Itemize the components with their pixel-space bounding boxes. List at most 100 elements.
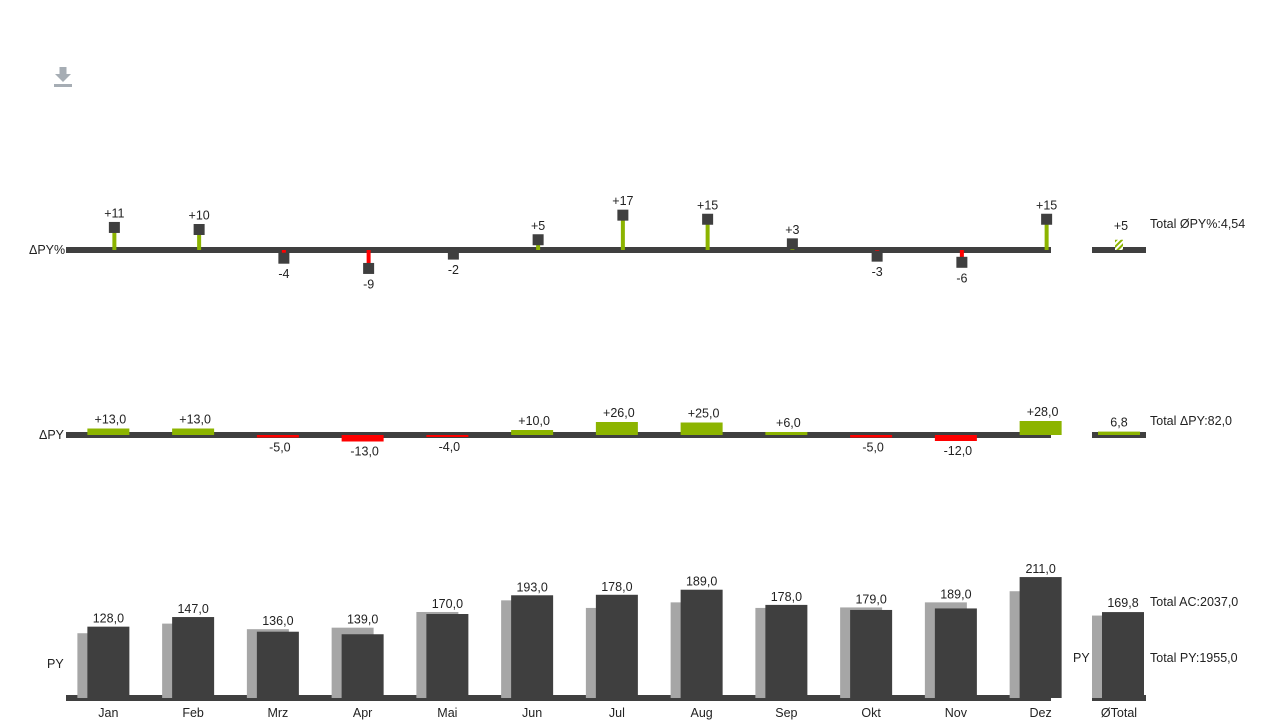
delta-abs-label-feb: +13,0 — [179, 413, 211, 427]
delta-pct-marker-feb — [193, 224, 205, 235]
ac-bar-sep — [765, 604, 808, 698]
delta-pct-label-jun: +5 — [531, 219, 545, 233]
delta-pct-label-aug: +15 — [697, 198, 718, 212]
ac-label-sep: 178,0 — [771, 590, 802, 604]
delta-abs-label-nov: -12,0 — [944, 444, 973, 458]
delta-pct-axis — [66, 247, 1051, 253]
category-label-feb: Feb — [182, 706, 204, 720]
delta-pct-marker-aug — [702, 213, 714, 225]
delta-pct-pin-dez — [1044, 219, 1049, 250]
ac-bar-jun — [511, 595, 554, 698]
ac-label-mrz: 136,0 — [262, 614, 293, 628]
category-label-mai: Mai — [437, 706, 457, 720]
delta-abs-bar-nov — [934, 435, 977, 441]
delta-pct-marker-nov — [956, 256, 968, 268]
category-label-nov: Nov — [945, 706, 968, 720]
ac-label-okt: 179,0 — [855, 592, 886, 606]
delta-pct-label-jan: +11 — [104, 206, 124, 220]
ac-label-apr: 139,0 — [347, 613, 378, 627]
row-label-delta-pct: ΔPY% — [29, 243, 66, 257]
delta-abs-bar-apr — [341, 435, 384, 442]
delta-abs-label-aug: +25,0 — [688, 407, 720, 421]
delta-pct-pin-jan — [112, 227, 117, 250]
delta-abs-label-okt: -5,0 — [862, 441, 884, 455]
delta-abs-label-mrz: -5,0 — [269, 441, 291, 455]
total-ac-label: Total AC:2037,0 — [1150, 595, 1239, 609]
ac-label-jul: 178,0 — [601, 580, 632, 594]
delta-pct-total-pin — [1115, 239, 1123, 250]
total-py-label: Total PY:1955,0 — [1150, 651, 1238, 665]
delta-pct-pin-jul — [620, 215, 625, 250]
ac-bar-feb — [172, 617, 215, 698]
delta-abs-bar-jan — [87, 428, 130, 435]
delta-pct-pin-feb — [197, 229, 202, 250]
delta-abs-label-jul: +26,0 — [603, 406, 635, 420]
category-label-total: ØTotal — [1101, 706, 1137, 720]
ac-label-jun: 193,0 — [516, 580, 547, 594]
delta-pct-label-okt: -3 — [872, 265, 883, 279]
ac-bar-jul — [595, 594, 638, 698]
delta-abs-bar-okt — [850, 435, 893, 438]
category-label-apr: Apr — [353, 706, 372, 720]
ac-label-jan: 128,0 — [93, 612, 124, 626]
ac-bar-aug — [680, 589, 723, 698]
delta-pct-total-label: +5 — [1114, 219, 1128, 233]
total-py-marker-label: PY — [1073, 651, 1090, 665]
category-label-sep: Sep — [775, 706, 797, 720]
delta-pct-label-feb: +10 — [189, 209, 210, 223]
delta-abs-bar-jun — [511, 430, 554, 435]
delta-pct-pin-nov — [959, 250, 964, 263]
delta-pct-pin-apr — [366, 250, 371, 269]
ac-label-nov: 189,0 — [940, 587, 971, 601]
delta-pct-marker-mrz — [278, 252, 290, 264]
delta-abs-label-apr: -13,0 — [350, 445, 379, 459]
delta-abs-total-label: 6,8 — [1110, 416, 1127, 430]
delta-abs-label-sep: +6,0 — [776, 416, 801, 430]
delta-abs-bar-aug — [680, 422, 723, 435]
delta-pct-label-jul: +17 — [612, 194, 633, 208]
category-label-jun: Jun — [522, 706, 542, 720]
ac-bar-mai — [426, 614, 469, 698]
ac-bar-dez — [1019, 577, 1062, 698]
category-label-okt: Okt — [861, 706, 881, 720]
delta-abs-bar-jul — [595, 422, 638, 435]
total-delta-pct-label: Total ØPY%:4,54 — [1150, 217, 1246, 231]
category-label-jul: Jul — [609, 706, 625, 720]
delta-pct-label-sep: +3 — [785, 223, 799, 237]
delta-pct-label-mai: -2 — [448, 263, 459, 277]
delta-abs-label-mai: -4,0 — [439, 440, 461, 454]
ac-label-mai: 170,0 — [432, 597, 463, 611]
ac-label-feb: 147,0 — [177, 602, 208, 616]
category-label-jan: Jan — [98, 706, 118, 720]
delta-pct-marker-dez — [1041, 213, 1053, 225]
category-label-dez: Dez — [1030, 706, 1052, 720]
delta-abs-bar-feb — [172, 428, 215, 435]
delta-pct-label-nov: -6 — [956, 271, 967, 285]
delta-pct-label-dez: +15 — [1036, 198, 1057, 212]
ac-bar-apr — [341, 634, 384, 698]
ac-label-aug: 189,0 — [686, 575, 717, 589]
delta-abs-label-jan: +13,0 — [95, 413, 127, 427]
ac-label-dez: 211,0 — [1025, 562, 1055, 576]
delta-pct-marker-okt — [871, 250, 883, 262]
delta-abs-bar-dez — [1019, 421, 1062, 435]
total-delta-abs-label: Total ΔPY:82,0 — [1150, 414, 1233, 428]
delta-pct-marker-sep — [786, 238, 798, 250]
row-label-delta-abs: ΔPY — [39, 428, 65, 442]
delta-pct-label-mrz: -4 — [278, 267, 289, 281]
ac-total-label: 169,8 — [1107, 596, 1138, 610]
delta-abs-label-jun: +10,0 — [518, 414, 550, 428]
delta-abs-axis — [66, 432, 1051, 438]
delta-pct-marker-apr — [363, 262, 375, 274]
delta-pct-marker-mai — [447, 248, 459, 260]
row-label-py: PY — [47, 657, 64, 671]
download-icon[interactable] — [52, 66, 74, 88]
delta-abs-label-dez: +28,0 — [1027, 405, 1059, 419]
delta-abs-bar-mai — [426, 435, 469, 437]
ac-bar-mrz — [256, 631, 299, 698]
delta-pct-pin-aug — [705, 219, 710, 250]
delta-abs-total-bar — [1098, 431, 1140, 435]
category-label-aug: Aug — [691, 706, 713, 720]
delta-pct-label-apr: -9 — [363, 277, 374, 291]
